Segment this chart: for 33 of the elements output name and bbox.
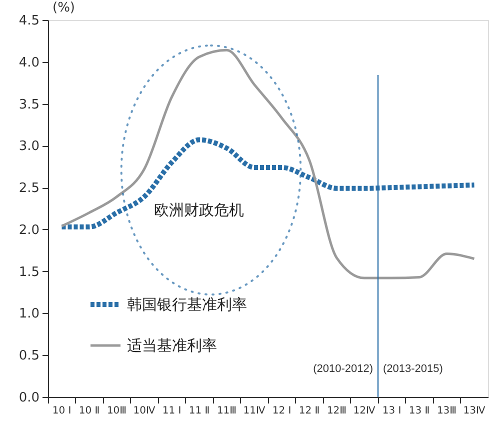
x-tick-label: 13Ⅳ (463, 406, 486, 416)
x-tick-label: 13 Ⅰ (382, 406, 402, 416)
x-tick-label: 12 Ⅰ (272, 406, 292, 416)
legend-label: 适当基准利率 (127, 336, 217, 354)
y-tick-label: 2.0 (18, 222, 40, 238)
x-tick-label: 13Ⅲ (436, 406, 457, 416)
x-tick-label: 11 Ⅱ (188, 406, 210, 416)
x-tick-label: 11 Ⅰ (162, 406, 182, 416)
x-tick-label: 12Ⅳ (353, 406, 376, 416)
y-tick-label: 1.0 (18, 306, 40, 322)
y-tick-label: 3.0 (18, 139, 40, 154)
y-tick-label: 0.5 (18, 348, 40, 364)
x-tick-label: 12Ⅲ (326, 406, 347, 416)
x-tick-label: 12 Ⅱ (298, 406, 320, 416)
x-tick-label: 10 Ⅱ (78, 406, 100, 416)
y-tick-label: 2.5 (18, 181, 40, 196)
annotation: (2013-2015) (383, 363, 443, 375)
x-tick-label: 10 Ⅰ (52, 406, 72, 416)
x-tick-label: 10Ⅳ (133, 406, 156, 416)
y-tick-label: 1.5 (18, 264, 40, 280)
x-tick-label: 11Ⅲ (216, 406, 237, 416)
legend-label: 韩国银行基准利率 (127, 296, 247, 314)
annotation: 欧洲财政危机 (154, 201, 244, 219)
x-tick-label: 11Ⅳ (243, 406, 266, 416)
y-tick-label: 3.5 (18, 97, 40, 112)
y-tick-label: 4.5 (18, 14, 40, 28)
y-axis-title: (%) (52, 0, 75, 16)
y-tick-label: 0.0 (18, 390, 40, 406)
x-tick-label: 13 Ⅱ (408, 406, 430, 416)
y-tick-label: 4.0 (18, 55, 40, 70)
annotation: (2010-2012) (313, 363, 373, 375)
line-series (60, 48, 476, 280)
x-tick-label: 10Ⅲ (106, 406, 127, 416)
